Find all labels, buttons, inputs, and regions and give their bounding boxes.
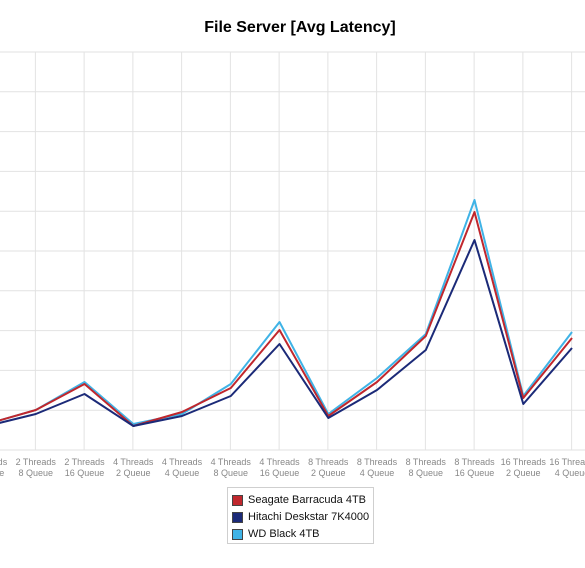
legend-item-hitachi: Hitachi Deskstar 7K4000 [232, 510, 369, 524]
x-tick-label: 2 Queue [116, 468, 151, 478]
legend-item-seagate: Seagate Barracuda 4TB [232, 493, 366, 507]
legend-item-wd: WD Black 4TB [232, 527, 320, 541]
x-tick-label: 16 Queue [455, 468, 495, 478]
x-tick-label: 2 Threads [64, 457, 105, 467]
series-layer [0, 199, 573, 427]
x-tick-label: 16 Threads [549, 457, 585, 467]
x-tick-label: 16 Queue [260, 468, 300, 478]
x-tick-label: 4 Queue [360, 468, 395, 478]
x-tick-label: 8 Threads [357, 457, 398, 467]
x-tick-label: 1 Queue [0, 468, 4, 478]
series-line-0 [0, 211, 573, 427]
x-tick-label: 8 Queue [213, 468, 248, 478]
x-tick-label: 4 Threads [162, 457, 203, 467]
x-tick-label: 4 Threads [259, 457, 300, 467]
x-tick-label: 2 Threads [16, 457, 57, 467]
x-tick-label: 1 Threads [0, 457, 8, 467]
legend-swatch-seagate [232, 494, 243, 506]
legend-label-wd: WD Black 4TB [248, 528, 320, 540]
x-tick-label: 2 Queue [311, 468, 346, 478]
x-tick-label: 8 Threads [406, 457, 447, 467]
x-tick-label: 2 Queue [506, 468, 541, 478]
x-tick-label: 4 Queue [555, 468, 585, 478]
series-line-1 [0, 239, 573, 427]
series-line-2 [0, 199, 573, 425]
legend-swatch-wd [232, 528, 243, 540]
x-tick-label: 4 Threads [211, 457, 252, 467]
x-tick-label: 16 Queue [65, 468, 105, 478]
x-tick-label: 8 Threads [308, 457, 349, 467]
legend: Seagate Barracuda 4TB Hitachi Deskstar 7… [227, 487, 374, 544]
chart-title: File Server [Avg Latency] [204, 19, 396, 36]
x-tick-label: 8 Threads [454, 457, 495, 467]
legend-swatch-hitachi [232, 511, 243, 523]
x-tick-label: 16 Threads [501, 457, 547, 467]
grid-layer [0, 51, 585, 451]
x-tick-label: 4 Queue [165, 468, 200, 478]
legend-label-seagate: Seagate Barracuda 4TB [248, 494, 367, 506]
legend-label-hitachi: Hitachi Deskstar 7K4000 [248, 511, 370, 523]
x-tick-label: 8 Queue [408, 468, 443, 478]
x-tick-label: 8 Queue [18, 468, 53, 478]
x-tick-label: 4 Threads [113, 457, 154, 467]
